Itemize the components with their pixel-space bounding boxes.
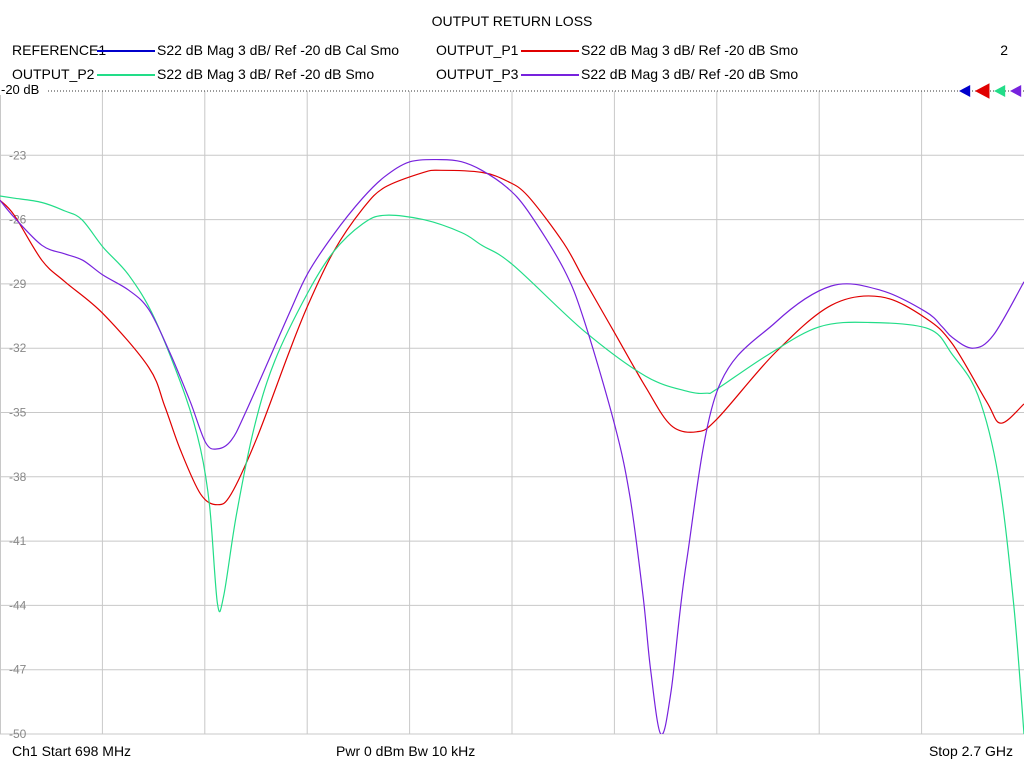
legend-entry-output-p1: OUTPUT_P1 S22 dB Mag 3 dB/ Ref -20 dB Sm… xyxy=(436,42,856,62)
series-line-output-p1 xyxy=(0,169,1024,506)
legend-name-output-p1: OUTPUT_P1 xyxy=(436,42,519,58)
y-tick-label: -29 xyxy=(9,277,27,291)
channel-number: 2 xyxy=(1000,42,1008,58)
series-line-output-p3 xyxy=(0,158,1024,734)
footer-stop-frequency: Stop 2.7 GHz xyxy=(928,743,1013,759)
reference-marker-output-p1 xyxy=(974,83,990,99)
y-tick-label: -23 xyxy=(9,148,27,162)
legend-desc-reference1: S22 dB Mag 3 dB/ Ref -20 dB Cal Smo xyxy=(157,42,400,58)
y-tick-label: -44 xyxy=(9,598,27,612)
y-tick-label: -47 xyxy=(9,663,27,677)
footer-start-frequency: Ch1 Start 698 MHz xyxy=(12,743,132,759)
reference-label-bg xyxy=(0,82,46,95)
legend-line-output-p3 xyxy=(521,74,579,76)
legend-entry-reference1: REFERENCE1 S22 dB Mag 3 dB/ Ref -20 dB C… xyxy=(12,42,432,62)
footer-power-bandwidth: Pwr 0 dBm Bw 10 kHz xyxy=(336,743,476,759)
legend-entry-output-p3: OUTPUT_P3 S22 dB Mag 3 dB/ Ref -20 dB Sm… xyxy=(436,66,856,86)
y-tick-label: -32 xyxy=(9,341,27,355)
legend-entry-output-p2: OUTPUT_P2 S22 dB Mag 3 dB/ Ref -20 dB Sm… xyxy=(12,66,432,86)
y-tick-label: -38 xyxy=(9,470,27,484)
legend-desc-output-p2: S22 dB Mag 3 dB/ Ref -20 dB Smo xyxy=(157,66,375,82)
legend-line-output-p2 xyxy=(97,74,155,76)
legend-line-output-p1 xyxy=(521,50,579,52)
series-line-output-p2 xyxy=(0,195,1024,734)
reference-label: -20 dB xyxy=(1,82,39,97)
chart-title: OUTPUT RETURN LOSS xyxy=(431,13,593,29)
y-tick-label: -41 xyxy=(9,534,27,548)
reference-marker-reference1 xyxy=(959,85,971,97)
legend-desc-output-p1: S22 dB Mag 3 dB/ Ref -20 dB Smo xyxy=(581,42,799,58)
legend-desc-output-p3: S22 dB Mag 3 dB/ Ref -20 dB Smo xyxy=(581,66,799,82)
legend-name-output-p3: OUTPUT_P3 xyxy=(436,66,519,82)
reference-marker-output-p3 xyxy=(1010,85,1022,97)
y-tick-label: -35 xyxy=(9,406,27,420)
y-tick-label: -50 xyxy=(9,727,27,741)
legend-name-output-p2: OUTPUT_P2 xyxy=(12,66,95,82)
legend-name-reference1: REFERENCE1 xyxy=(12,42,107,58)
reference-marker-output-p2 xyxy=(994,85,1006,97)
legend-line-reference1 xyxy=(97,50,155,52)
